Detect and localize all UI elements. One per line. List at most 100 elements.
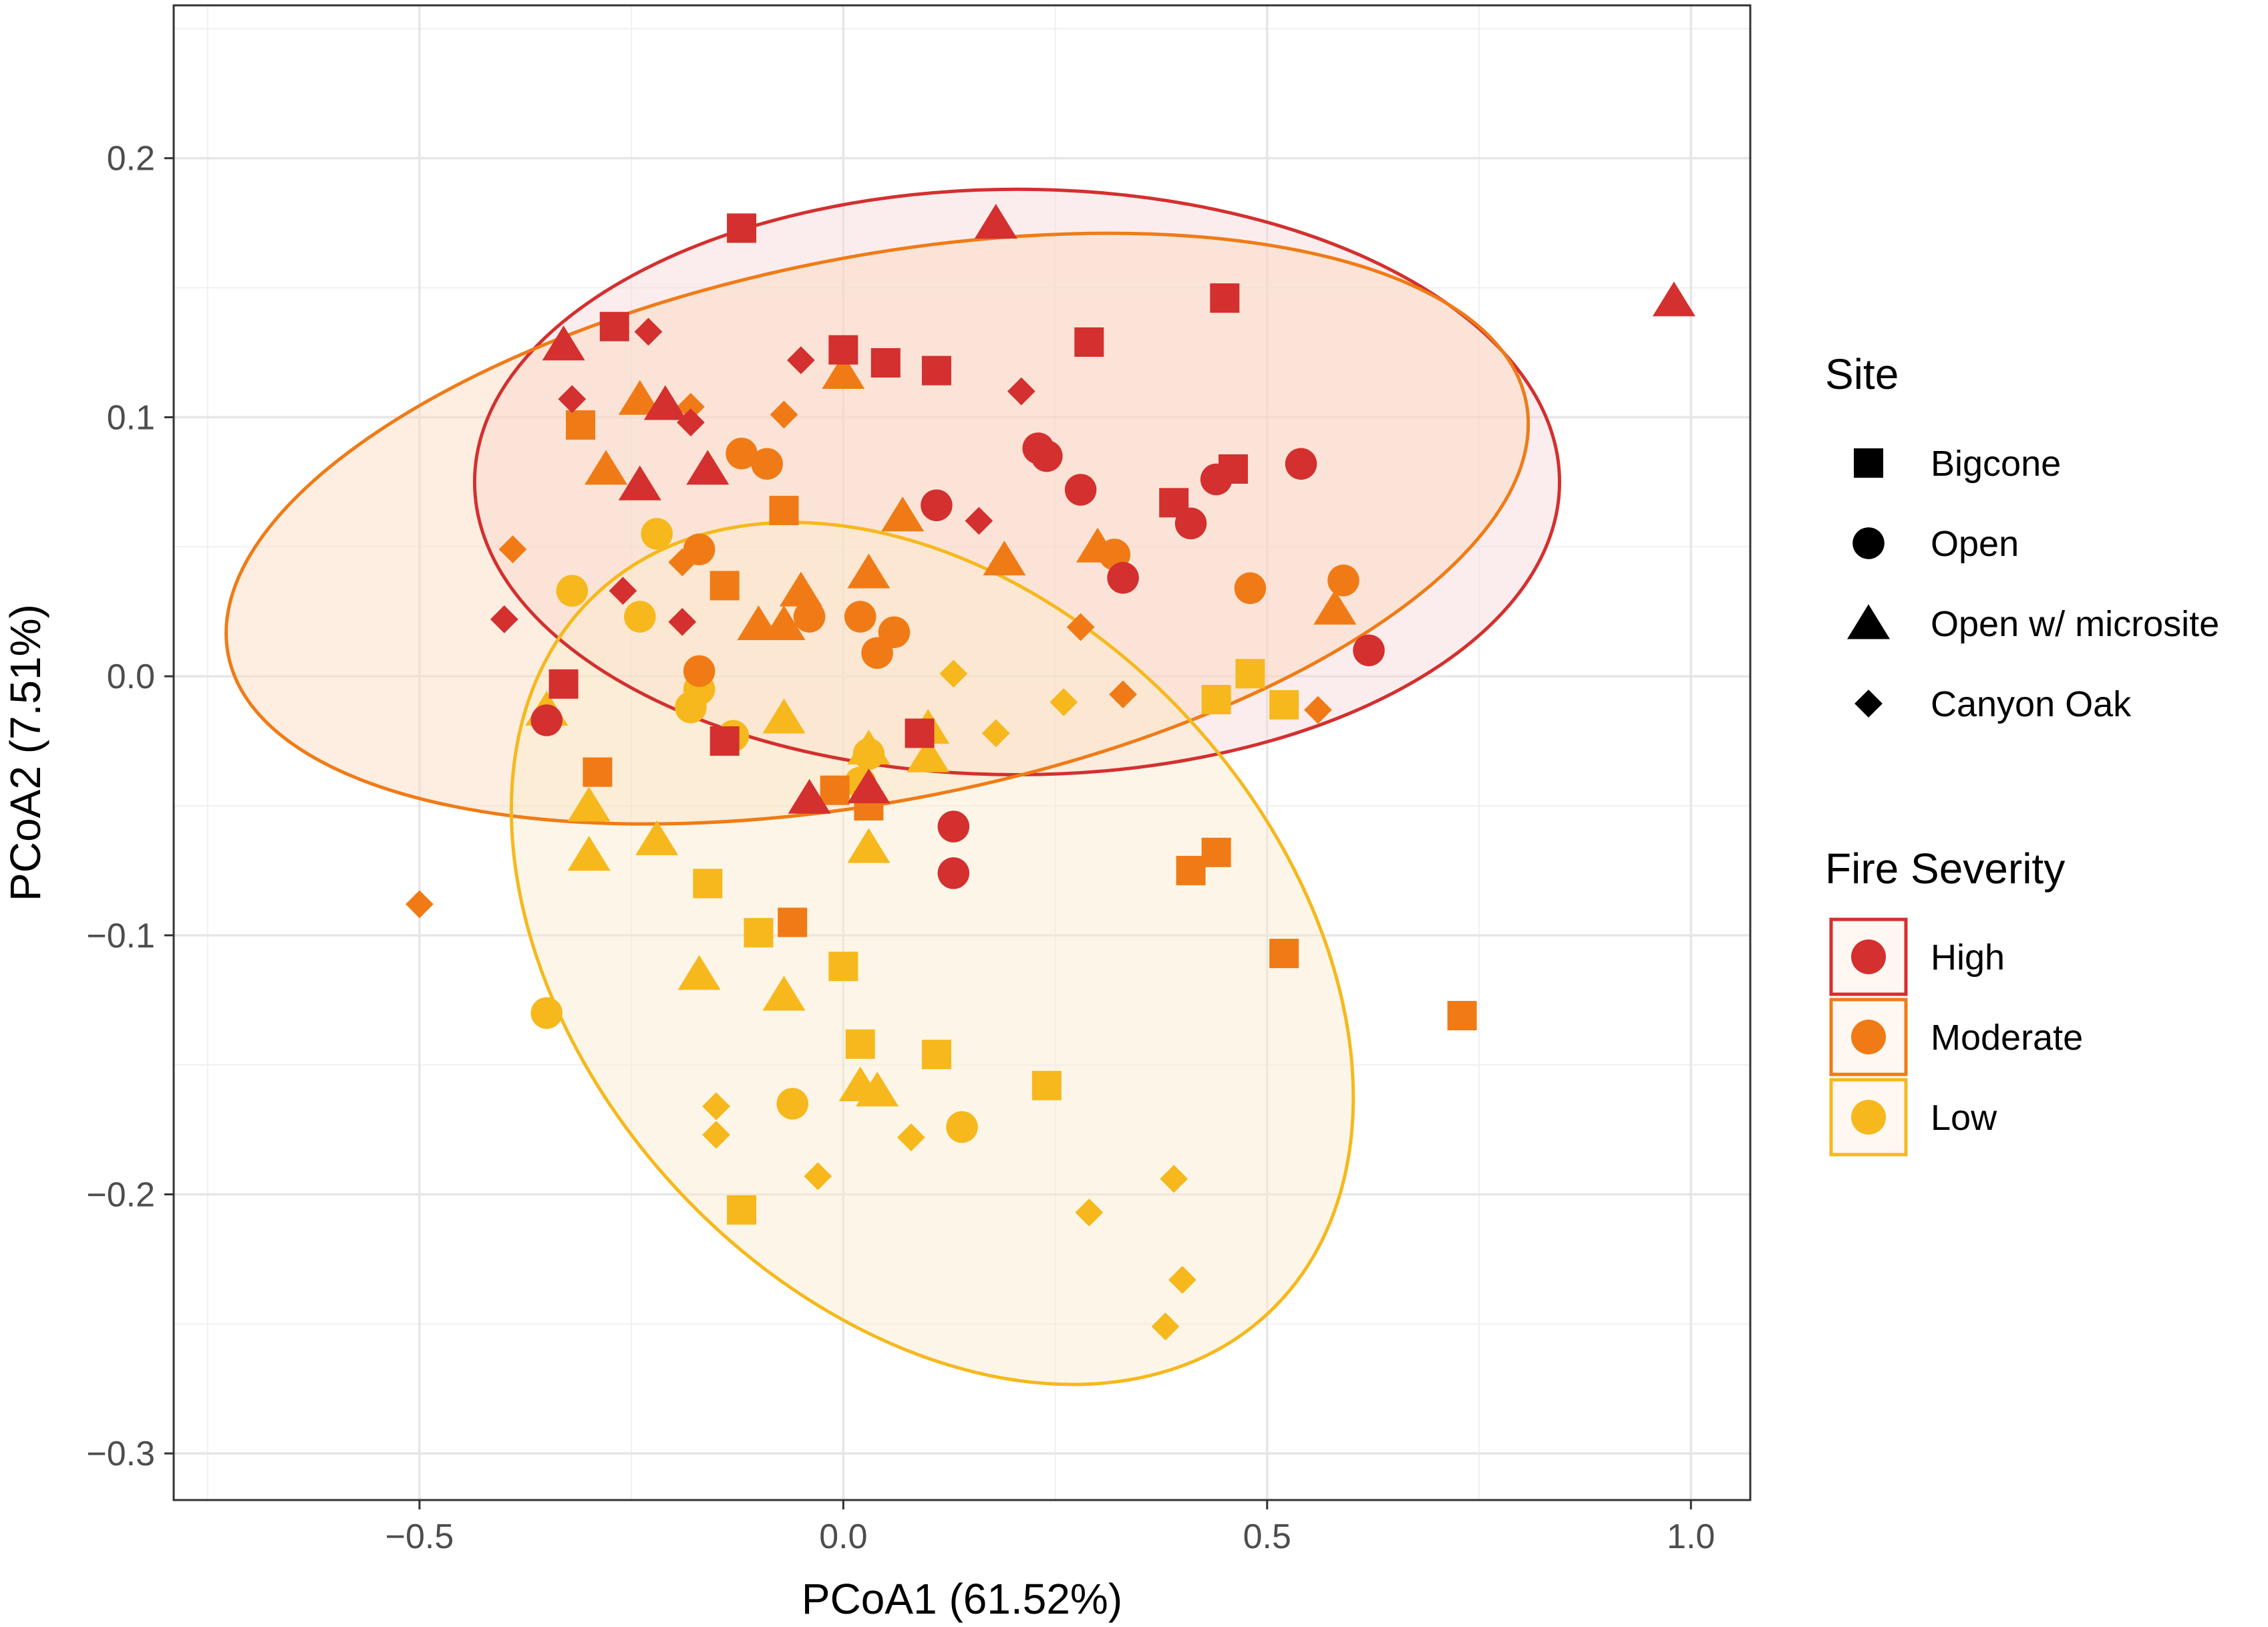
point-high-circle (1031, 440, 1063, 472)
point-high-square (870, 348, 901, 378)
point-high-circle (1064, 474, 1097, 506)
point-moderate-circle (861, 637, 893, 669)
point-low-diamond (1075, 1198, 1104, 1227)
grid-lines (174, 5, 1750, 1500)
point-high-square (548, 669, 579, 699)
legend-site-label: Bigcone (1931, 444, 2061, 484)
point-low-diamond (1168, 1266, 1196, 1294)
legend-severity-key-dot (1851, 1100, 1886, 1135)
point-high-square (727, 213, 757, 243)
point-low-circle (556, 575, 589, 607)
point-moderate-square (709, 571, 740, 601)
point-low-triangle (567, 786, 611, 822)
point-low-square (1031, 1070, 1062, 1100)
point-moderate-triangle (881, 496, 925, 532)
point-low-circle (624, 601, 656, 633)
point-high-triangle (618, 465, 661, 500)
point-high-diamond (668, 607, 697, 636)
point-low-square (744, 917, 774, 947)
point-high-triangle (686, 450, 730, 485)
point-high-square (905, 718, 935, 748)
point-high-diamond (634, 317, 663, 346)
point-high-square (828, 335, 858, 365)
point-low-diamond (939, 659, 968, 688)
point-moderate-circle (1327, 564, 1359, 597)
point-moderate-circle (844, 601, 876, 633)
point-low-circle (852, 738, 885, 770)
y-tick-label: 0.2 (107, 140, 155, 178)
legend-site-key-square (1854, 448, 1883, 478)
legend-severity-key-dot (1851, 1020, 1886, 1054)
y-tick-label: −0.1 (86, 917, 155, 955)
point-moderate-triangle (585, 450, 628, 485)
point-low-circle (675, 691, 707, 724)
legend-severity-label: Moderate (1931, 1018, 2083, 1058)
legend-severity-key-dot (1851, 939, 1886, 974)
point-high-triangle (788, 778, 831, 814)
point-high-diamond (677, 408, 705, 437)
point-low-circle (946, 1111, 978, 1143)
point-high-diamond (965, 506, 993, 535)
y-tick-label: 0.0 (107, 657, 155, 696)
point-low-square (693, 869, 723, 899)
point-moderate-triangle (618, 380, 661, 415)
point-high-circle (530, 704, 563, 736)
point-moderate-diamond (498, 535, 527, 564)
y-tick-label: 0.1 (107, 398, 155, 437)
point-high-triangle (847, 768, 890, 804)
legend-severity-label: High (1931, 937, 2005, 978)
point-high-diamond (558, 385, 587, 414)
point-high-square (921, 355, 951, 386)
point-low-triangle (762, 976, 806, 1011)
point-moderate-triangle (822, 353, 865, 389)
point-low-circle (776, 1088, 808, 1120)
site-legend: Site Bigcone Open Open w/ microsite Canyon … (1825, 350, 2219, 724)
point-low-diamond (1049, 688, 1078, 716)
point-moderate-diamond (770, 400, 798, 429)
fire-severity-legend-title: Fire Severity (1825, 845, 2065, 893)
point-high-diamond (787, 346, 815, 375)
point-low-diamond (702, 1121, 730, 1149)
point-moderate-circle (1234, 572, 1267, 605)
point-low-diamond (897, 1123, 925, 1152)
point-high-triangle (1652, 281, 1695, 317)
point-low-diamond (1151, 1312, 1180, 1341)
point-high-square (599, 311, 629, 341)
point-low-triangle (907, 737, 950, 772)
point-moderate-triangle (847, 553, 890, 589)
point-moderate-diamond (668, 548, 697, 577)
point-moderate-circle (751, 448, 783, 480)
point-low-diamond (804, 1162, 832, 1191)
point-low-square (1201, 685, 1231, 715)
point-high-circle (1174, 507, 1207, 540)
point-moderate-circle (793, 601, 826, 633)
x-tick-label: 0.0 (819, 1517, 867, 1556)
point-moderate-diamond (1304, 696, 1332, 724)
x-tick-label: 1.0 (1667, 1517, 1715, 1556)
point-moderate-square (769, 496, 799, 526)
point-low-square (727, 1195, 757, 1225)
point-high-circle (1200, 463, 1233, 496)
point-low-circle (530, 997, 563, 1029)
point-moderate-circle (683, 533, 715, 565)
point-moderate-triangle (1313, 589, 1357, 625)
legend-site-label: Open (1931, 524, 2019, 564)
x-axis-title: PCoA1 (61.52%) (802, 1575, 1122, 1623)
point-low-triangle (567, 836, 611, 871)
point-high-circle (1353, 634, 1385, 667)
point-moderate-circle (683, 655, 715, 688)
legend-severity-label: Low (1931, 1098, 1997, 1138)
point-moderate-diamond (1109, 680, 1137, 709)
point-moderate-square (1176, 855, 1206, 885)
point-low-square (1269, 690, 1299, 720)
point-high-circle (937, 857, 970, 889)
point-low-square (921, 1040, 951, 1070)
data-points (406, 204, 1695, 1341)
point-moderate-diamond (406, 890, 434, 919)
point-high-square (1074, 327, 1104, 357)
x-tick-label: 0.5 (1243, 1517, 1291, 1556)
point-moderate-square (1447, 1001, 1477, 1031)
x-axis-ticks: −0.5 0.0 0.5 1.0 (385, 1500, 1715, 1556)
point-high-triangle (974, 204, 1017, 239)
point-low-square (845, 1029, 875, 1059)
